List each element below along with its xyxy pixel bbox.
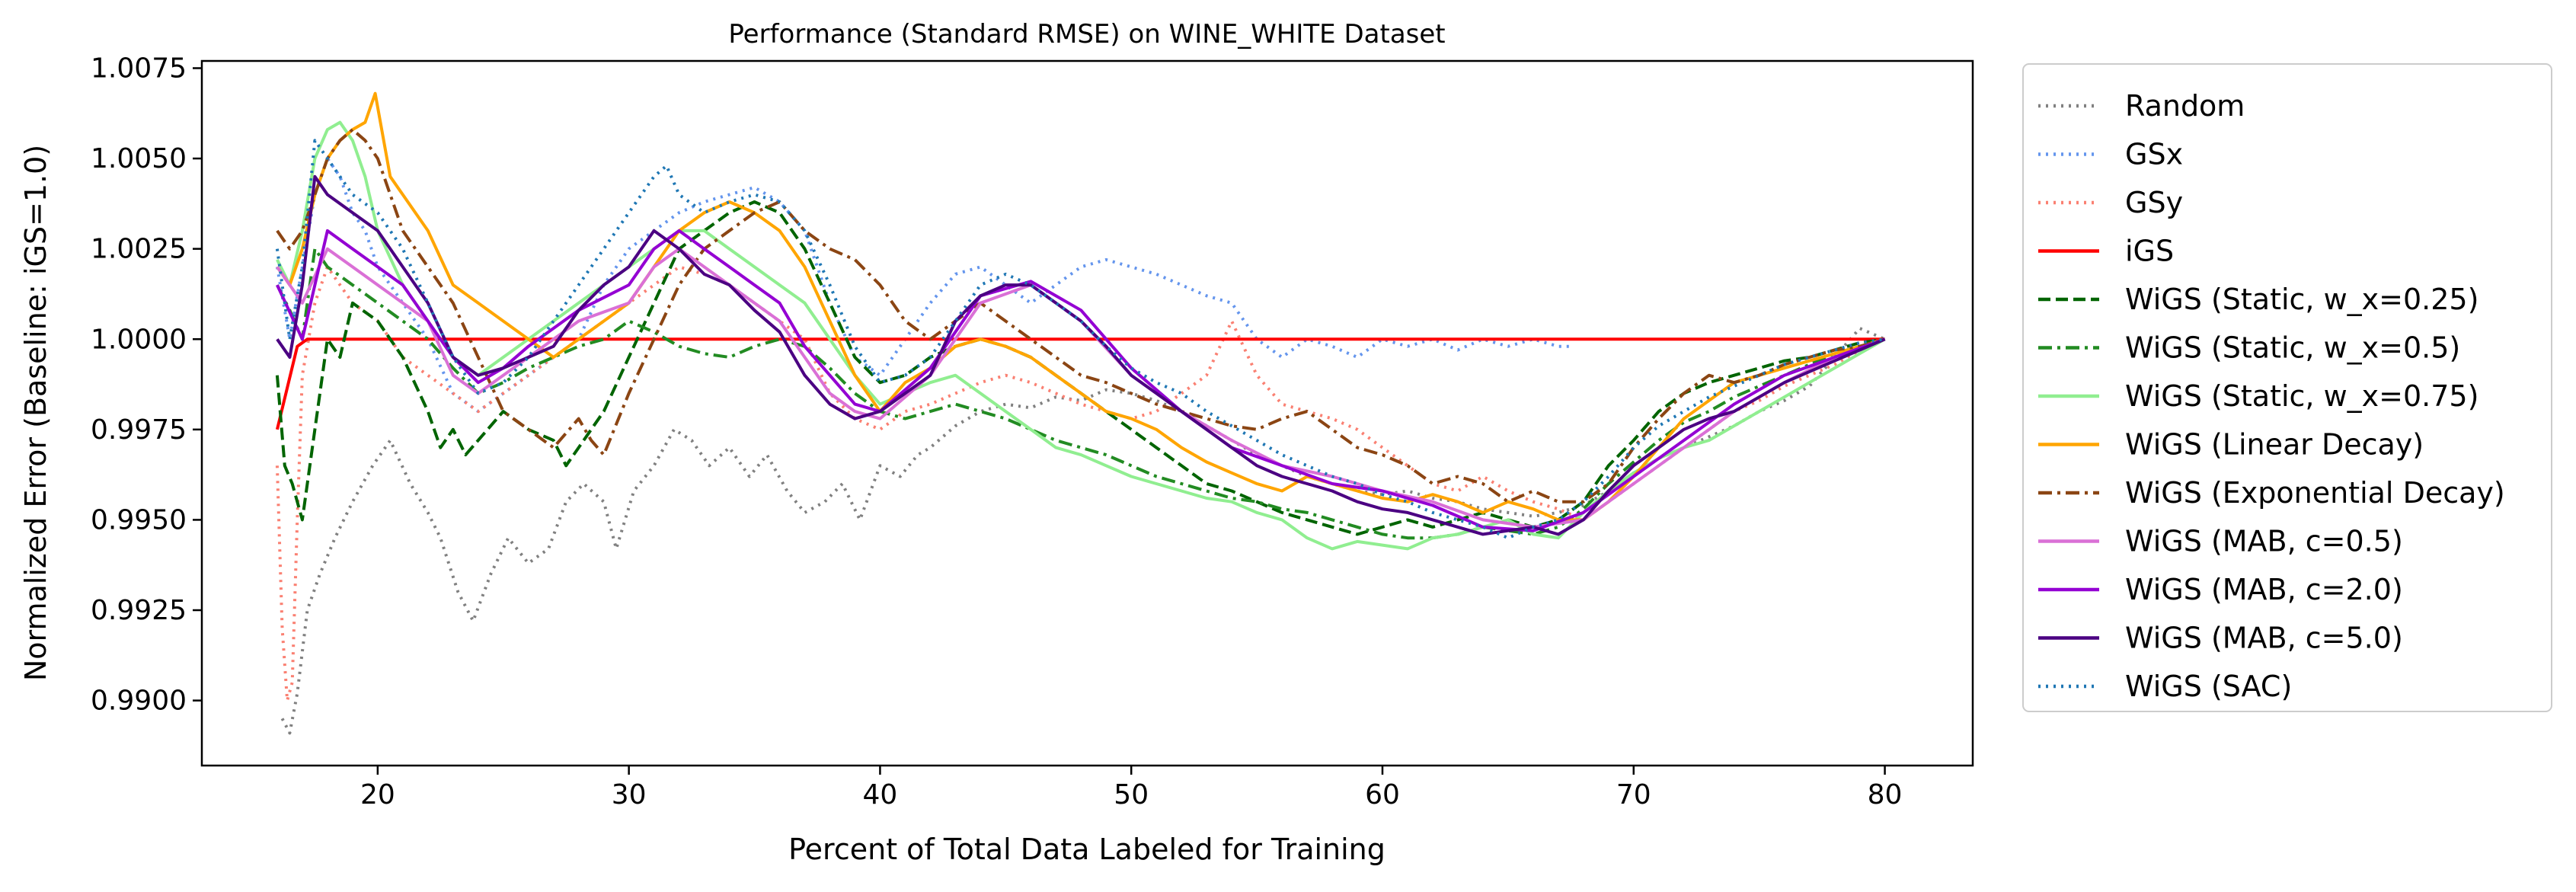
legend-label: WiGS (Static, w_x=0.5) [2125, 331, 2460, 365]
series-layer [275, 91, 1886, 735]
legend-label: WiGS (Exponential Decay) [2125, 476, 2505, 510]
legend-label: GSx [2125, 138, 2183, 171]
y-tick-label: 0.9975 [91, 414, 187, 446]
legend-label: WiGS (MAB, c=0.5) [2125, 525, 2403, 558]
legend-frame [2022, 63, 2552, 712]
legend-label: WiGS (MAB, c=5.0) [2125, 622, 2403, 655]
x-axis-label: Percent of Total Data Labeled for Traini… [788, 833, 1385, 866]
x-tick-label: 70 [1616, 779, 1651, 810]
y-tick-label: 1.0075 [91, 53, 187, 84]
x-tick-label: 80 [1868, 779, 1903, 810]
y-tick-label: 1.0050 [91, 143, 187, 174]
plot-frame [200, 59, 1974, 767]
x-axis: 20 30 40 50 60 70 80 [360, 766, 1903, 810]
y-axis-label: Normalized Error (Baseline: iGS=1.0) [19, 145, 53, 681]
legend-label: WiGS (Static, w_x=0.25) [2125, 283, 2479, 316]
legend-label: Random [2125, 89, 2245, 123]
series-line-2 [275, 265, 1886, 702]
legend: Random GSx GSy iGS WiGS (Static, w_x=0.25) Wi… [2022, 63, 2552, 712]
y-axis: 0.9900 0.9925 0.9950 0.9975 1.0000 1.0025 1.00… [91, 53, 202, 717]
chart-title: Performance (Standard RMSE) on WINE_WHIT… [728, 19, 1445, 50]
legend-label: iGS [2125, 235, 2174, 268]
y-tick-label: 0.9925 [91, 595, 187, 626]
x-tick-label: 20 [360, 779, 395, 810]
series-line-5 [276, 247, 1886, 540]
series-line-11 [276, 174, 1886, 536]
legend-label: WiGS (Static, w_x=0.75) [2125, 379, 2479, 413]
x-tick-label: 50 [1114, 779, 1149, 810]
x-tick-label: 30 [612, 779, 647, 810]
legend-items: Random GSx GSy iGS WiGS (Static, w_x=0.25) Wi… [2038, 89, 2505, 703]
y-tick-label: 0.9900 [91, 686, 187, 717]
legend-label: GSy [2125, 186, 2183, 219]
legend-label: WiGS (Linear Decay) [2125, 428, 2424, 462]
x-tick-label: 60 [1365, 779, 1400, 810]
y-tick-label: 0.9950 [91, 504, 187, 536]
legend-label: WiGS (MAB, c=2.0) [2125, 573, 2403, 606]
series-line-0 [280, 327, 1886, 735]
series-line-8 [276, 128, 1886, 504]
legend-label: WiGS (SAC) [2125, 670, 2292, 703]
y-tick-label: 1.0000 [91, 324, 187, 355]
y-tick-label: 1.0025 [91, 234, 187, 265]
x-tick-label: 40 [863, 779, 898, 810]
